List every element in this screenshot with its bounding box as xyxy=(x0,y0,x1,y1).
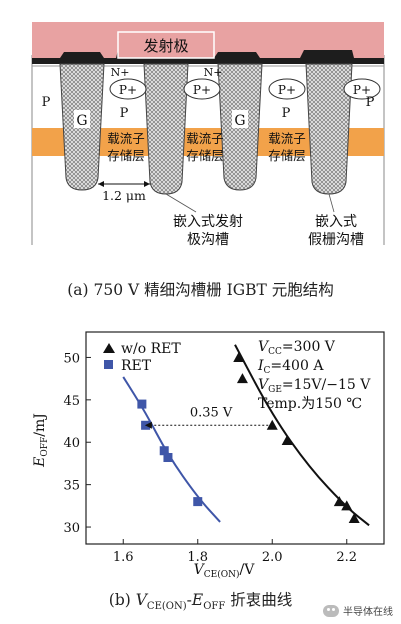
svg-text:VGE=15V/−15 V: VGE=15V/−15 V xyxy=(258,377,371,395)
data-point-wo-ret xyxy=(348,513,360,524)
emitter-label: 发射极 xyxy=(143,37,188,55)
annotation-shift: 0.35 V xyxy=(144,405,269,429)
cond-ic: =400 A xyxy=(270,358,324,374)
watermark: 半导体在线 xyxy=(323,603,393,618)
cond-vge: =15V/−15 V xyxy=(282,377,371,393)
data-point-wo-ret xyxy=(233,351,245,362)
n-plus-label-2: N+ xyxy=(204,66,223,79)
n-plus-label-1: N+ xyxy=(111,66,130,79)
y-tick-label: 45 xyxy=(63,394,80,409)
legend-label-wo-ret: w/o RET xyxy=(121,341,181,357)
gate-label-2: G xyxy=(234,113,245,129)
y-tick-label: 50 xyxy=(63,351,80,366)
p-plus-region-3 xyxy=(268,78,306,100)
data-point-ret xyxy=(159,446,169,456)
data-point-wo-ret xyxy=(341,500,353,511)
dummy-gate-label-a: 嵌入式 xyxy=(315,214,357,230)
data-point-wo-ret xyxy=(281,435,293,446)
cs-label-3a: 载流子 xyxy=(268,131,306,146)
width-label: 1.2 μm xyxy=(102,188,146,203)
x-tick-label: 2.0 xyxy=(262,550,283,565)
data-point-wo-ret xyxy=(266,419,278,430)
p-plus-label-4: P+ xyxy=(353,83,371,97)
cs-label-2b: 存储层 xyxy=(186,148,224,163)
data-point-ret xyxy=(193,497,203,507)
svg-text:VCC=300 V: VCC=300 V xyxy=(258,339,336,357)
cs-label-1a: 载流子 xyxy=(107,131,145,146)
legend-marker-ret xyxy=(104,360,113,369)
p-label-right: P xyxy=(366,95,375,110)
y-tick-label: 30 xyxy=(63,521,80,536)
p-label-left: P xyxy=(42,95,51,110)
p-label-mid: P xyxy=(120,106,129,121)
caption-a: (a) 750 V 精细沟槽栅 IGBT 元胞结构 xyxy=(67,281,334,299)
wechat-icon xyxy=(323,604,339,617)
caption-b: (b) VCE(ON)-EOFF 折衷曲线 xyxy=(108,591,293,613)
p-plus-region-1 xyxy=(109,78,147,100)
p-plus-label-1: P+ xyxy=(119,83,137,97)
p-plus-label-2: P+ xyxy=(193,83,211,97)
p-plus-label-3: P+ xyxy=(278,83,296,97)
p-label-mid2: P xyxy=(282,106,291,121)
x-tick-label: 1.8 xyxy=(187,550,208,565)
conditions: VCC=300 V IC=400 A VGE=15V/−15 V Temp.为1… xyxy=(257,339,371,412)
shift-label: 0.35 V xyxy=(190,405,233,420)
emitter-trench xyxy=(143,63,189,195)
tradeoff-chart: 1.6 1.8 2.0 2.2 30 35 40 45 50 w/o RET RET VCC=3… xyxy=(32,331,385,580)
cs-label-1b: 存储层 xyxy=(107,148,145,163)
gate-label-1: G xyxy=(76,113,87,129)
dummy-gate-trench xyxy=(305,63,353,195)
y-tick-label: 35 xyxy=(63,479,80,494)
x-tick-label: 2.2 xyxy=(336,550,357,565)
data-point-wo-ret xyxy=(333,496,345,507)
cond-temp: Temp.为150 ℃ xyxy=(258,396,362,412)
y-axis-label: EOFF/mJ xyxy=(32,413,50,468)
legend-label-ret: RET xyxy=(121,358,152,374)
cs-label-2a: 载流子 xyxy=(186,131,224,146)
legend: w/o RET RET xyxy=(103,341,181,374)
data-point-ret xyxy=(137,399,147,409)
fit-curve xyxy=(122,376,221,523)
x-axis-label: VCE(ON)/V xyxy=(194,562,256,580)
cell-structure-diagram: 发射极 G G N+ N+ P+ P+ P+ P+ P P P P 载流子 存储… xyxy=(31,22,385,255)
dummy-gate-label-b: 假栅沟槽 xyxy=(308,232,364,248)
plot-area xyxy=(85,331,385,545)
legend-marker-wo-ret xyxy=(103,343,115,353)
cond-vcc: =300 V xyxy=(282,339,336,355)
data-point-wo-ret xyxy=(236,373,248,384)
arrow-head xyxy=(144,421,152,429)
p-plus-region-4 xyxy=(343,78,381,100)
cs-label-3b: 存储层 xyxy=(268,148,306,163)
data-point-ret xyxy=(163,453,173,463)
svg-text:IC=400 A: IC=400 A xyxy=(257,358,324,376)
x-tick-label: 1.6 xyxy=(113,550,134,565)
embedded-emitter-label-b: 极沟槽 xyxy=(187,232,229,248)
p-plus-region-2 xyxy=(183,78,221,100)
embedded-emitter-label-a: 嵌入式发射 xyxy=(173,214,243,230)
y-tick-label: 40 xyxy=(63,436,80,451)
